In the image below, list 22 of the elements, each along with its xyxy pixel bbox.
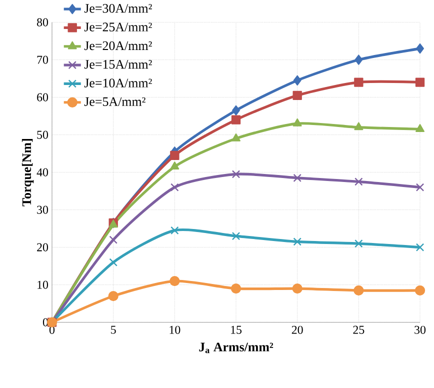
- y-tick-label: 70: [37, 56, 48, 64]
- y-tick-label: 50: [37, 130, 48, 139]
- x-tick-label: 25: [353, 326, 364, 334]
- x-axis-title: J$_{a}$ Arms/mm²: [199, 342, 274, 354]
- legend-label: Je=5A/mm²: [84, 97, 146, 106]
- x-tick-label: 5: [111, 326, 116, 334]
- x-tick-label: 10: [170, 326, 180, 334]
- y-tick-label: 20: [37, 243, 48, 252]
- y-tick-label: 40: [36, 168, 48, 176]
- legend-label: Je=30A/mm²: [84, 4, 152, 13]
- x-tick-label: 30: [414, 326, 426, 334]
- legend-label: Je=15A/mm²: [84, 60, 152, 69]
- legend-label: Je=20A/mm²: [84, 41, 152, 50]
- y-axis-title: Torque[Nm]: [22, 138, 34, 206]
- legend-label: Je=10A/mm²: [84, 78, 152, 88]
- x-tick-label: 15: [231, 326, 242, 334]
- y-tick-label: 60: [37, 93, 48, 102]
- y-tick-label: 80: [36, 18, 48, 26]
- y-tick-label: 10: [38, 280, 48, 289]
- x-tick-label: 20: [292, 326, 303, 334]
- y-tick-label: 30: [37, 206, 48, 214]
- legend-label: Je=25A/mm²: [84, 22, 152, 32]
